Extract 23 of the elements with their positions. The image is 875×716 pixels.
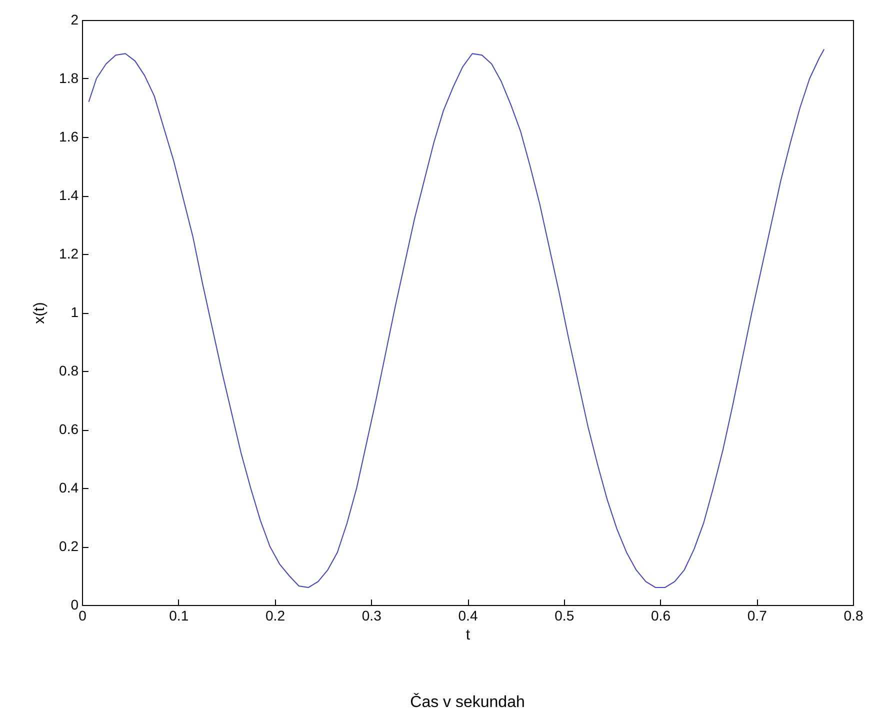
y-tick-label: 1.8 <box>59 70 79 86</box>
y-tick-label: 1 <box>70 304 79 320</box>
x-tick-label: 0.7 <box>747 608 768 624</box>
text: Čas v sekundah <box>410 693 525 711</box>
y-tick-label: 2 <box>70 12 79 28</box>
y-tick-label: 1.6 <box>59 128 79 144</box>
x-tick-label: 0.5 <box>554 608 574 624</box>
y-tick-label: 0.4 <box>59 480 79 496</box>
y-tick-label: 1.2 <box>59 246 79 262</box>
y-tick-label: 0 <box>70 596 79 612</box>
x-tick-label: 0.6 <box>651 608 671 624</box>
y-tick-label: 0.8 <box>59 362 79 378</box>
x-tick-label: 0.4 <box>458 608 478 624</box>
y-tick-label: 1.4 <box>59 187 79 203</box>
x-tick-label: 0.1 <box>169 608 189 624</box>
x-tick-label: 0.2 <box>266 608 286 624</box>
x-tick-label: 0.3 <box>362 608 382 624</box>
line-series <box>88 48 825 588</box>
y-tick-label: 0.6 <box>59 421 79 437</box>
x-axis-title: t <box>466 626 471 644</box>
y-axis-title: x(t) <box>31 302 48 324</box>
x-tick-label: 0.8 <box>844 608 864 624</box>
y-tick-label: 0.2 <box>59 538 79 554</box>
